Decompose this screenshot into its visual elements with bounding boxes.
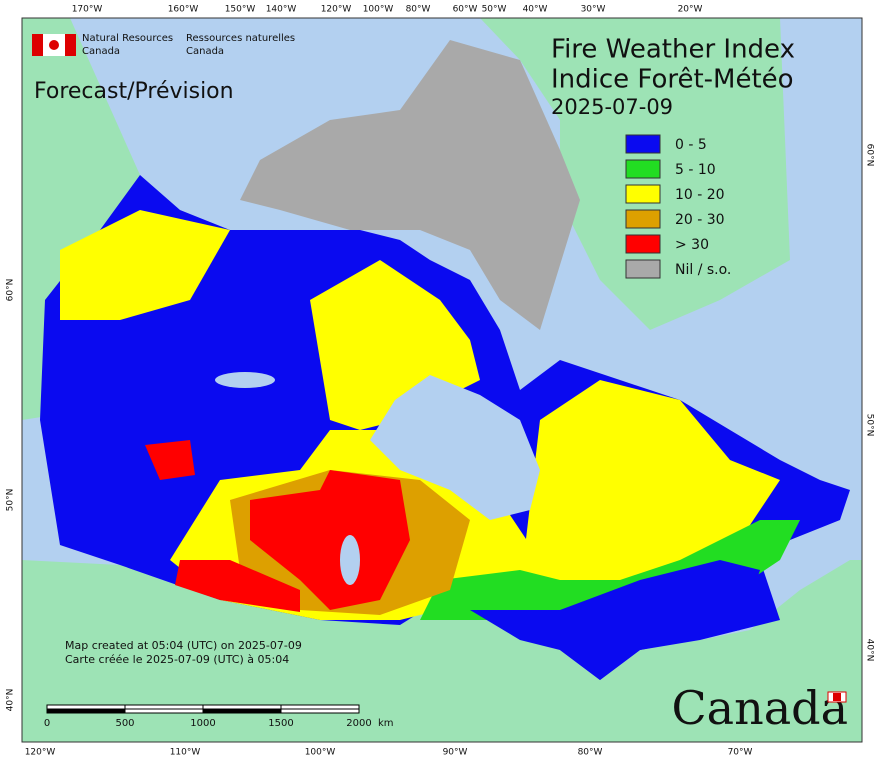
credit: Carte créée le 2025-07-09 (UTC) à 05:04 xyxy=(65,653,289,666)
legend-swatch xyxy=(625,159,661,179)
region-red-south xyxy=(175,560,300,612)
longitude-label: 20°W xyxy=(678,5,703,15)
scale-label: 1000 xyxy=(190,718,215,729)
lake xyxy=(340,535,360,585)
region-red xyxy=(250,470,410,610)
longitude-label: 80°W xyxy=(406,5,431,15)
wordmark: Canada xyxy=(671,681,848,735)
flag-band xyxy=(65,34,76,56)
flag-band xyxy=(32,34,43,56)
latitude-label: 50°N xyxy=(6,489,16,512)
longitude-label: 160°W xyxy=(168,5,199,15)
longitude-label: 100°W xyxy=(305,748,336,758)
agency-en: Natural Resources xyxy=(82,33,173,44)
scale-segment xyxy=(202,704,282,710)
map-frame xyxy=(21,17,863,743)
scale-segment xyxy=(124,704,204,710)
scale-unit: km xyxy=(378,718,394,729)
longitude-label: 30°W xyxy=(581,5,606,15)
scale-segment xyxy=(46,704,126,710)
legend-swatch xyxy=(625,134,661,154)
longitude-label: 40°W xyxy=(523,5,548,15)
latitude-label: 40°N xyxy=(6,689,16,712)
title: Fire Weather Index xyxy=(551,35,795,65)
region-yukon xyxy=(60,210,230,320)
longitude-label: 170°W xyxy=(72,5,103,15)
longitude-label: 100°W xyxy=(363,5,394,15)
latitude-label: 60°N xyxy=(6,279,16,302)
longitude-label: 50°W xyxy=(482,5,507,15)
longitude-label: 70°W xyxy=(728,748,753,758)
legend-label: 5 - 10 xyxy=(675,162,716,178)
legend-swatch xyxy=(625,259,661,279)
longitude-label: 140°W xyxy=(266,5,297,15)
scale-segment xyxy=(124,708,204,714)
scale-label: 2000 xyxy=(346,718,371,729)
latitude-label: 50°N xyxy=(865,414,875,437)
scale-label: 500 xyxy=(115,718,134,729)
agency-fr: Canada xyxy=(186,46,224,57)
scale-segment xyxy=(280,708,360,714)
legend-swatch xyxy=(625,234,661,254)
product: Forecast/Prévision xyxy=(34,79,234,104)
arctic-islands xyxy=(240,40,580,330)
region-southeast xyxy=(470,560,760,680)
longitude-label: 80°W xyxy=(578,748,603,758)
longitude-label: 90°W xyxy=(443,748,468,758)
legend-label: Nil / s.o. xyxy=(675,262,731,278)
hudson-bay xyxy=(370,375,540,520)
agency-fr: Ressources naturelles xyxy=(186,33,295,44)
longitude-label: 120°W xyxy=(25,748,56,758)
latitude-label: 60°N xyxy=(865,144,875,167)
agency-en: Canada xyxy=(82,46,120,57)
title: Indice Forêt-Météo xyxy=(551,65,794,95)
legend-label: 0 - 5 xyxy=(675,137,707,153)
scale-segment xyxy=(202,708,282,714)
generated: 0 - 5 5 - 10 10 - 20 20 - 30 > 30 Nil / s.o. 1… xyxy=(6,5,875,758)
longitude-label: 150°W xyxy=(225,5,256,15)
credit: Map created at 05:04 (UTC) on 2025-07-09 xyxy=(65,639,302,652)
region-red-bc xyxy=(145,440,195,480)
latitude-label: 40°N xyxy=(865,639,875,662)
lake xyxy=(215,372,275,388)
scale-label: 0 xyxy=(44,718,50,729)
scale-label: 1500 xyxy=(268,718,293,729)
longitude-label: 120°W xyxy=(321,5,352,15)
scale-segment xyxy=(280,704,360,710)
united-states xyxy=(22,560,862,742)
legend-swatch xyxy=(625,184,661,204)
longitude-label: 110°W xyxy=(170,748,201,758)
legend-swatch xyxy=(625,209,661,229)
legend-label: 10 - 20 xyxy=(675,187,725,203)
legend-label: 20 - 30 xyxy=(675,212,725,228)
flag-leaf xyxy=(49,40,59,50)
wordmark-flag xyxy=(833,693,841,701)
scale-segment xyxy=(46,708,126,714)
legend-label: > 30 xyxy=(675,237,709,253)
date: 2025-07-09 xyxy=(551,95,673,119)
longitude-label: 60°W xyxy=(453,5,478,15)
